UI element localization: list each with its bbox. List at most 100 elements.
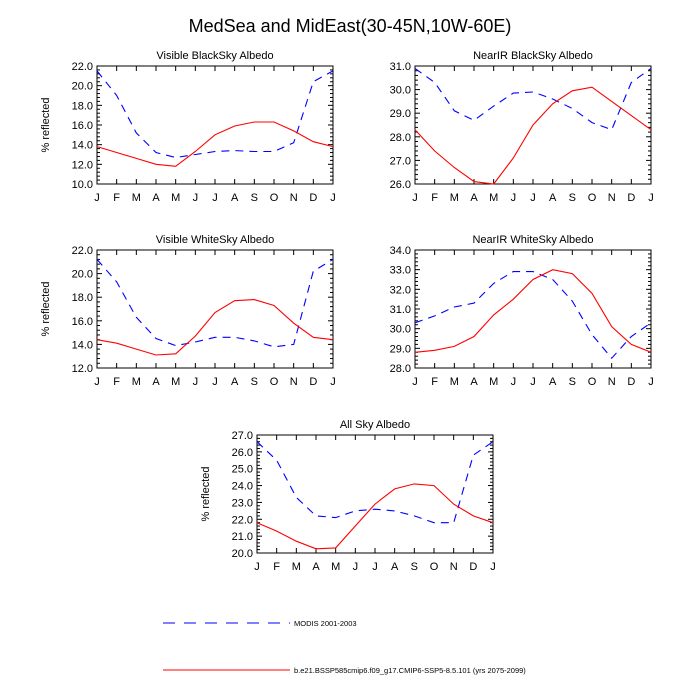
x-tick-label: F: [113, 376, 120, 388]
x-tick-label: M: [292, 561, 301, 573]
x-tick-label: S: [251, 376, 258, 388]
x-tick-label: N: [608, 376, 616, 388]
y-tick-label: 22.0: [72, 245, 93, 257]
y-axis-label: % reflected: [40, 97, 52, 152]
x-tick-label: M: [132, 192, 141, 204]
y-tick-label: 34.0: [390, 245, 411, 257]
x-tick-label: J: [372, 561, 378, 573]
y-tick-label: 18.0: [72, 100, 93, 112]
series-line-obs: [96, 258, 334, 348]
y-tick-label: 30.0: [390, 324, 411, 336]
y-tick-label: 21.0: [232, 531, 253, 543]
x-tick-label: S: [569, 192, 576, 204]
x-tick-label: O: [588, 376, 597, 388]
y-tick-label: 32.0: [390, 284, 411, 296]
x-tick-label: J: [353, 561, 359, 573]
x-tick-label: J: [648, 376, 654, 388]
x-tick-label: D: [627, 192, 635, 204]
x-tick-label: A: [152, 376, 160, 388]
y-tick-label: 16.0: [72, 120, 93, 132]
y-tick-label: 26.0: [232, 447, 253, 459]
legend-label-obs: MODIS 2001-2003: [294, 619, 357, 628]
y-tick-label: 31.0: [390, 304, 411, 316]
x-tick-label: J: [511, 376, 517, 388]
y-tick-label: 33.0: [390, 265, 411, 277]
y-axis-label: % reflected: [200, 466, 212, 521]
x-tick-label: M: [132, 376, 141, 388]
x-tick-label: M: [450, 376, 459, 388]
series-line-model: [256, 483, 494, 550]
x-tick-label: M: [331, 561, 340, 573]
chart-panel: Visible BlackSky Albedo % reflected 10.0 12…: [40, 50, 336, 204]
x-tick-label: M: [171, 192, 180, 204]
chart-panel: Visible WhiteSky Albedo % reflected 12.0 14…: [40, 234, 336, 388]
legend-label-model: b.e21.BSSP585cmip6.f09_g17.CMIP6-SSP5-8.…: [294, 666, 526, 675]
y-tick-label: 22.0: [232, 514, 253, 526]
y-tick-label: 20.0: [72, 269, 93, 281]
plot-frame: [414, 249, 652, 369]
x-tick-label: J: [94, 376, 100, 388]
y-tick-label: 24.0: [232, 481, 253, 493]
x-tick-label: F: [431, 376, 438, 388]
y-tick-label: 28.0: [390, 363, 411, 375]
y-tick-label: 20.0: [232, 548, 253, 560]
panel-title: Visible BlackSky Albedo: [156, 50, 273, 62]
x-tick-label: O: [270, 376, 279, 388]
y-tick-label: 27.0: [232, 430, 253, 442]
x-tick-label: A: [231, 192, 239, 204]
y-tick-label: 18.0: [72, 292, 93, 304]
panel-title: All Sky Albedo: [340, 419, 410, 431]
x-tick-label: J: [530, 192, 536, 204]
x-tick-label: S: [411, 561, 418, 573]
y-tick-label: 29.0: [390, 343, 411, 355]
x-tick-label: J: [193, 376, 199, 388]
series-line-model: [96, 299, 334, 356]
y-tick-label: 10.0: [72, 179, 93, 191]
x-tick-label: M: [450, 192, 459, 204]
y-tick-label: 31.0: [390, 61, 411, 73]
plot-frame: [256, 434, 494, 554]
series-line-model: [414, 86, 652, 185]
x-tick-label: A: [470, 192, 478, 204]
panels: Visible BlackSky Albedo % reflected 10.0 12…: [40, 50, 654, 573]
plot-frame: [96, 65, 334, 185]
x-tick-label: A: [549, 376, 557, 388]
series-line-obs: [414, 67, 652, 131]
x-tick-label: N: [450, 561, 458, 573]
x-tick-label: D: [469, 561, 477, 573]
y-tick-label: 14.0: [72, 140, 93, 152]
y-tick-label: 23.0: [232, 497, 253, 509]
x-tick-label: N: [608, 192, 616, 204]
y-tick-label: 22.0: [72, 61, 93, 73]
x-tick-label: N: [290, 192, 298, 204]
series-line-obs: [96, 70, 334, 159]
y-tick-label: 29.0: [390, 108, 411, 120]
x-tick-label: J: [254, 561, 260, 573]
x-tick-label: F: [431, 192, 438, 204]
x-tick-label: J: [490, 561, 496, 573]
x-tick-label: J: [648, 192, 654, 204]
x-tick-label: J: [511, 192, 517, 204]
plot-frame: [96, 249, 334, 369]
series-line-model: [414, 269, 652, 353]
series-line-model: [96, 121, 334, 167]
x-tick-label: J: [212, 376, 218, 388]
x-tick-label: M: [489, 376, 498, 388]
x-tick-label: F: [113, 192, 120, 204]
y-tick-label: 27.0: [390, 155, 411, 167]
panel-title: NearIR WhiteSky Albedo: [472, 234, 593, 246]
x-tick-label: D: [627, 376, 635, 388]
y-tick-label: 25.0: [232, 464, 253, 476]
x-tick-label: D: [309, 376, 317, 388]
y-tick-label: 12.0: [72, 159, 93, 171]
x-tick-label: J: [330, 192, 336, 204]
x-tick-label: N: [290, 376, 298, 388]
x-tick-label: O: [270, 192, 279, 204]
x-tick-label: F: [273, 561, 280, 573]
x-tick-label: A: [391, 561, 399, 573]
y-tick-label: 20.0: [72, 81, 93, 93]
x-tick-label: A: [231, 376, 239, 388]
x-tick-label: J: [530, 376, 536, 388]
y-tick-label: 14.0: [72, 339, 93, 351]
